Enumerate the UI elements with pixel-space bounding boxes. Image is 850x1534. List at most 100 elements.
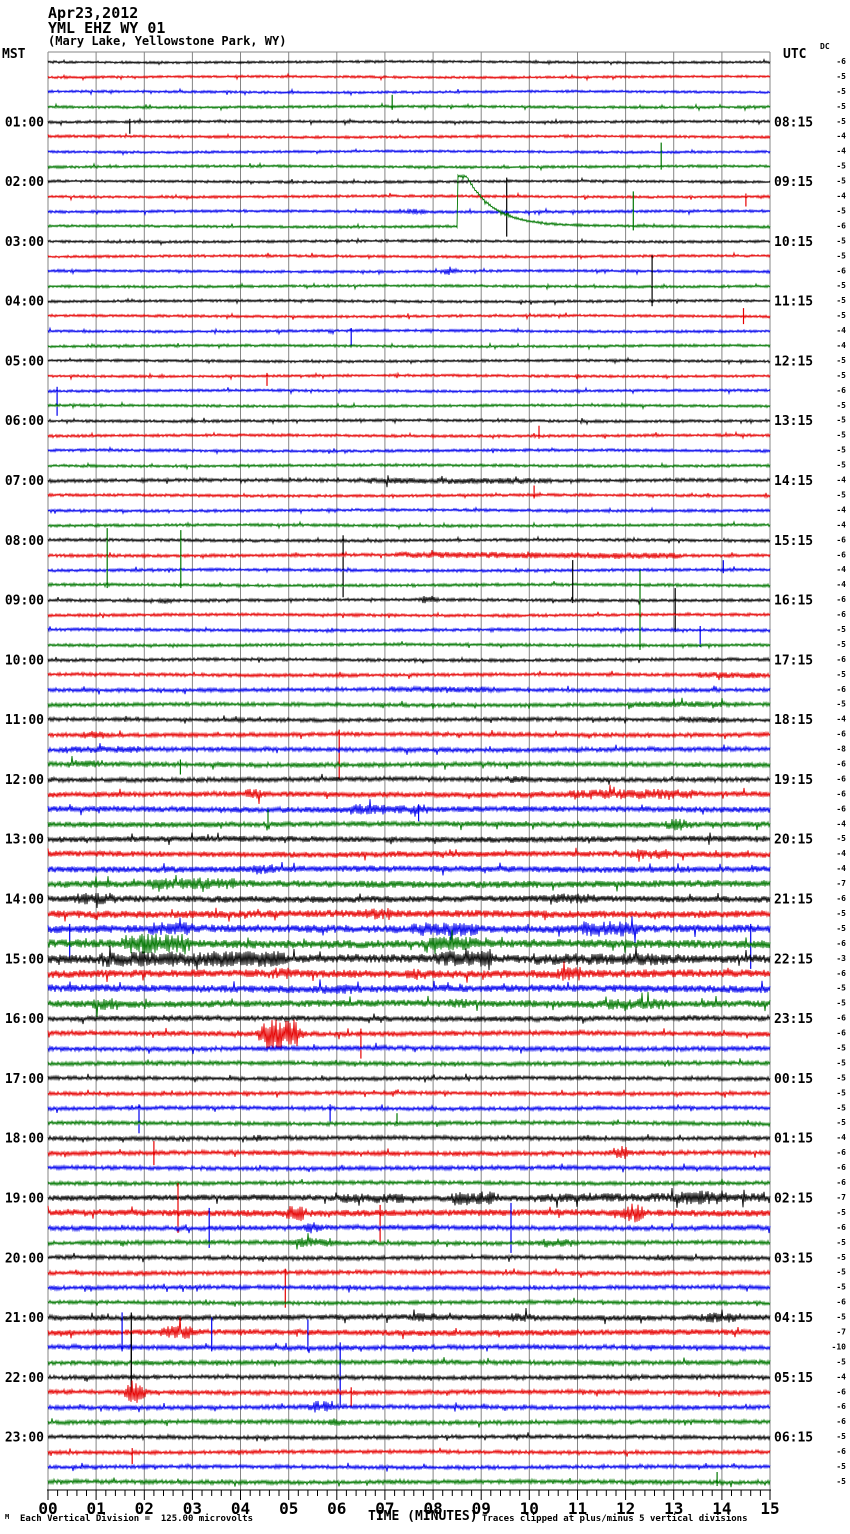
trace-row-76 [47,1187,771,1208]
mst-hour-label: 01:00 [5,115,44,130]
grid [47,51,771,1490]
dc-offset-value: -5 [836,117,846,126]
trace-row-34 [47,566,771,574]
utc-hour-label: 09:15 [774,175,813,190]
trace-row-90 [47,1400,771,1413]
mst-hour-label: 21:00 [5,1311,44,1326]
dc-offset-value: -7 [836,1193,846,1202]
trace-row-53 [47,847,771,862]
mst-hour-label: 04:00 [5,295,44,310]
trace-row-49 [47,784,771,805]
x-tick-label: 00 [38,1499,57,1518]
x-tick-label: 07 [375,1499,394,1518]
utc-hour-label: 05:15 [774,1371,813,1386]
dc-offset-value: -5 [836,999,846,1008]
trace-row-33 [47,550,771,560]
mst-hour-label: 12:00 [5,773,44,788]
dc-offset-value: -5 [836,924,846,933]
vertical-division-scale-note: Each Vertical Division = 125.00 microvol… [20,1514,253,1524]
trace-row-80 [47,1252,771,1263]
trace-row-68 [47,1073,771,1083]
trace-row-28 [47,475,771,488]
dc-offset-value: -5 [836,625,846,634]
dc-offset-value: -6 [836,610,846,619]
mst-hour-label: 18:00 [5,1132,44,1147]
utc-hour-label: 21:15 [774,893,813,908]
trace-row-85 [47,1316,771,1340]
dc-offset-value: -6 [836,266,846,275]
dc-offset-column-header: DC [820,42,830,51]
trace-row-78 [47,1222,771,1234]
trace-row-12 [47,237,771,247]
trace-row-94 [47,1462,771,1472]
trace-row-32 [47,535,771,544]
utc-hour-label: 14:15 [774,474,813,489]
dc-offset-value: -6 [836,655,846,664]
trace-row-65 [47,1019,771,1049]
trace-row-11 [47,173,771,230]
dc-offset-value: -5 [836,1283,846,1292]
mst-hour-label: 08:00 [5,534,44,549]
dc-offset-value: -4 [836,1372,846,1381]
trace-row-16 [47,297,771,306]
mst-hour-label: 10:00 [5,653,44,668]
utc-hour-label: 20:15 [774,833,813,848]
trace-row-0 [47,58,771,66]
dc-offset-value: -4 [836,326,846,335]
dc-offset-value: -6 [836,221,846,230]
trace-row-66 [47,1042,771,1055]
left-timezone-label: MST [2,47,26,62]
trace-row-8 [47,176,771,186]
mst-hour-label: 16:00 [5,1012,44,1027]
dc-offset-value: -4 [836,565,846,574]
dc-offset-value: -5 [836,1118,846,1127]
dc-offset-value: -7 [836,1328,846,1337]
dc-offset-value: -6 [836,1014,846,1023]
dc-offset-values: -6 -5 -5 -5 -5 -4 -4 -5 -5 -4 -5 -6 -5 -5 -6 -5 -5 -5 -4 -4… [832,57,847,1486]
dc-offset-value: -4 [836,476,846,485]
trace-row-13 [47,251,771,261]
x-tick-label: 04 [231,1499,250,1518]
dc-offset-value: -5 [836,431,846,440]
utc-hour-label: 10:15 [774,235,813,250]
mst-hour-label: 03:00 [5,235,44,250]
corner-mark: M [5,1513,10,1521]
dc-offset-value: -6 [836,775,846,784]
x-tick-label: 15 [760,1499,779,1518]
trace-row-55 [47,875,771,892]
utc-hour-label: 17:15 [774,653,813,668]
dc-offset-value: -5 [836,984,846,993]
trace-row-84 [47,1307,771,1325]
trace-row-69 [47,1089,771,1099]
dc-offset-value: -5 [836,1044,846,1053]
trace-row-37 [47,611,771,619]
trace-row-86 [47,1342,771,1354]
utc-hour-label: 11:15 [774,295,813,310]
trace-row-59 [47,929,771,955]
dc-offset-value: -5 [836,1103,846,1112]
utc-hour-label: 08:15 [774,115,813,130]
dc-offset-value: -6 [836,1223,846,1232]
trace-row-26 [47,445,771,456]
mst-hour-label: 02:00 [5,175,44,190]
dc-offset-value: -6 [836,535,846,544]
dc-offset-value: -5 [836,1088,846,1097]
trace-row-30 [47,506,771,515]
trace-row-74 [47,1163,771,1173]
trace-row-6 [47,147,771,157]
trace-row-63 [47,991,771,1017]
trace-row-71 [47,1118,771,1128]
trace-row-10 [47,207,771,217]
x-tick-label: 01 [86,1499,105,1518]
utc-hour-label: 13:15 [774,414,813,429]
dc-offset-value: -5 [836,311,846,320]
dc-offset-value: -5 [836,1432,846,1441]
dc-offset-value: -5 [836,296,846,305]
traces [47,58,771,1488]
mst-hour-label: 19:00 [5,1192,44,1207]
dc-offset-value: -5 [836,356,846,365]
dc-offset-value: -5 [836,1462,846,1471]
dc-offset-value: -6 [836,550,846,559]
right-timezone-label: UTC [783,47,807,62]
dc-offset-value: -6 [836,1178,846,1187]
